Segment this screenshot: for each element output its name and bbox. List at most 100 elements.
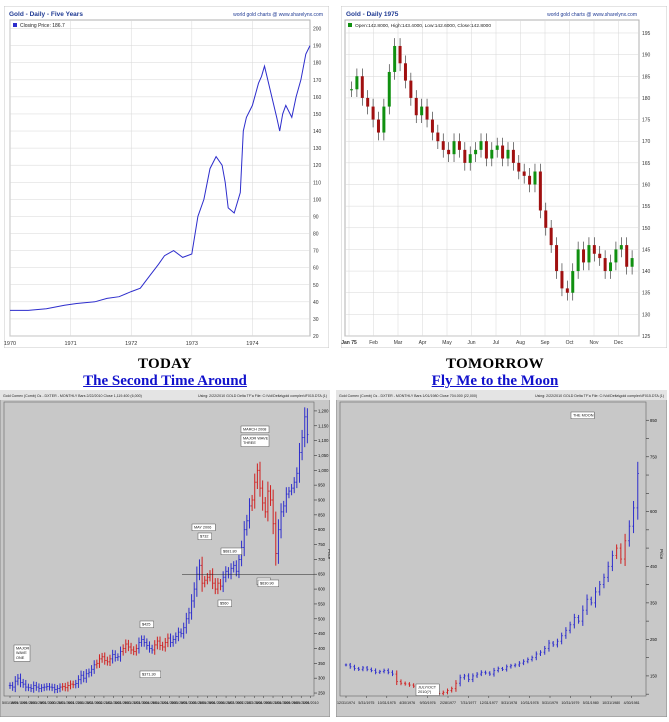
y-tick-label: 145 <box>642 247 651 253</box>
candle-body <box>468 154 472 163</box>
annotation-july-oct-2010: 2010(?) <box>418 690 432 694</box>
annotation-july-oct-2010: JULY/OCT <box>418 685 437 689</box>
x-tick-label: Apr <box>419 340 427 346</box>
candle-body <box>587 245 591 263</box>
link-fly-me-to-the-moon[interactable]: Fly Me to the Moon <box>431 373 559 389</box>
candle-body <box>619 245 623 250</box>
x-tick-label: 10/31/1975 <box>378 701 396 705</box>
chart-header-text: Gold Comex (Comb) Cs - DXTER - MONTHLY B… <box>3 394 142 398</box>
y-tick-label: 70 <box>313 249 319 255</box>
x-tick-label: 10/31/1980 <box>602 701 620 705</box>
y-tick-label: 50 <box>313 283 319 289</box>
y-tick-label: 300 <box>318 676 326 681</box>
x-tick-label: 2/28/1977 <box>440 701 456 705</box>
annotation-price-560: $560 <box>220 601 228 605</box>
legend-swatch <box>13 23 17 27</box>
x-tick-label: 9/01/2005 <box>180 701 196 705</box>
y-tick-label: 250 <box>650 637 658 642</box>
annotation-the-moon: THE MOON <box>573 413 594 417</box>
x-tick-label: 1972 <box>125 341 137 347</box>
annotation-price-732: $732 <box>200 534 208 538</box>
candle-body <box>420 106 424 116</box>
candle-body <box>576 249 580 272</box>
plot-area <box>344 19 640 337</box>
x-tick-label: 1973 <box>186 341 198 347</box>
annotation-price-425: $425 <box>142 622 150 626</box>
y-tick-label: 450 <box>650 564 658 569</box>
x-tick-label: 9/01/2006 <box>209 701 225 705</box>
annotation-major-wave-one: WAVE <box>16 651 27 655</box>
candle-body <box>506 149 510 159</box>
chart-gold-1975: Gold - Daily 1975 world gold charts @ www… <box>340 5 668 349</box>
y-tick-label: 850 <box>650 418 658 423</box>
annotation-march-2008: MARCH 2008 <box>243 427 266 431</box>
y-tick-label: 185 <box>642 74 651 80</box>
x-tick-label: 9/01/2009 <box>293 701 309 705</box>
annotation-price-681: $681.80 <box>223 549 237 553</box>
y-tick-label: 1,200 <box>318 408 329 413</box>
y-tick-label: 150 <box>650 673 658 678</box>
y-axis-label: Price <box>659 549 664 560</box>
candle-body <box>625 245 629 267</box>
x-tick-label: 4/30/1976 <box>399 701 415 705</box>
x-tick-label: 1/01/2006 <box>190 701 206 705</box>
chart-gold-comex-2009: Gold Comex (Comb) Cs - DXTER - MONTHLY B… <box>0 389 332 718</box>
candle-body <box>582 249 586 263</box>
annotation-price-371: $371.30 <box>142 672 156 676</box>
x-tick-label: 1/01/2004 <box>134 701 150 705</box>
chart-title: Gold - Daily 1975 <box>346 11 399 18</box>
y-tick-label: 170 <box>642 139 651 145</box>
candle-body <box>549 227 553 246</box>
y-tick-label: 500 <box>318 616 326 621</box>
x-tick-label: May <box>442 340 452 346</box>
annotation-july-oct-2010-box <box>415 683 440 696</box>
candle-body <box>366 97 370 107</box>
annotation-the-moon-box <box>570 411 595 420</box>
y-tick-label: 110 <box>313 180 321 186</box>
annotation-price-425-box <box>139 620 154 629</box>
x-tick-label: Aug <box>516 340 525 346</box>
candle-body <box>598 253 602 259</box>
candle-body <box>414 97 418 116</box>
y-tick-label: 200 <box>313 27 322 33</box>
chart-study-text: Using: 2/22/2010 GOLD Delta TF'a File: C… <box>535 394 664 398</box>
y-tick-label: 900 <box>318 498 326 503</box>
chart-header-bar <box>336 390 667 400</box>
x-tick-label: Nov <box>590 340 599 346</box>
x-tick-label: 9/01/2000 <box>40 701 56 705</box>
chart-gold-five-years: Gold - Daily - Five Years world gold char… <box>3 5 330 349</box>
x-tick-label: 1/01/2001 <box>49 701 65 705</box>
candle-body <box>350 89 353 91</box>
y-tick-label: 190 <box>642 53 651 59</box>
x-tick-label: 5/31/1975 <box>358 701 374 705</box>
y-tick-label: 750 <box>318 542 326 547</box>
y-tick-label: 160 <box>313 95 322 101</box>
x-tick-label: 1970 <box>4 341 16 347</box>
x-tick-label: 5/01/2007 <box>227 701 243 705</box>
legend-swatch <box>348 23 352 27</box>
chart-header-text: Gold Comex (Comb) Cs - DXTER - MONTHLY B… <box>339 394 477 398</box>
candle-body <box>528 175 532 185</box>
legend-label: Open:142.8000, High:143.4000, Low:142.60… <box>355 23 491 29</box>
candle-body <box>560 271 564 289</box>
candle-body <box>603 258 607 272</box>
y-tick-label: 180 <box>642 96 651 102</box>
candle-body <box>382 106 386 133</box>
candle-body <box>463 149 467 163</box>
y-tick-label: 950 <box>318 483 326 488</box>
x-tick-label: 5/01/2001 <box>58 701 74 705</box>
candle-body <box>441 141 445 150</box>
candle-body <box>490 149 494 159</box>
candle-body <box>501 145 505 159</box>
candle-body <box>555 245 559 272</box>
chart-gold-comex-2009-panel: Gold Comex (Comb) Cs - DXTER - MONTHLY B… <box>0 389 332 718</box>
candle-body <box>544 210 548 228</box>
y-tick-label: 140 <box>313 129 322 135</box>
candle-body <box>360 76 364 98</box>
candle-body <box>592 245 596 254</box>
y-tick-label: 850 <box>318 512 326 517</box>
annotation-price-681-box <box>220 547 242 556</box>
candle-body <box>403 63 407 81</box>
link-second-time-around[interactable]: The Second Time Around <box>83 373 247 389</box>
annotation-price-630: $630.90 <box>260 581 274 585</box>
